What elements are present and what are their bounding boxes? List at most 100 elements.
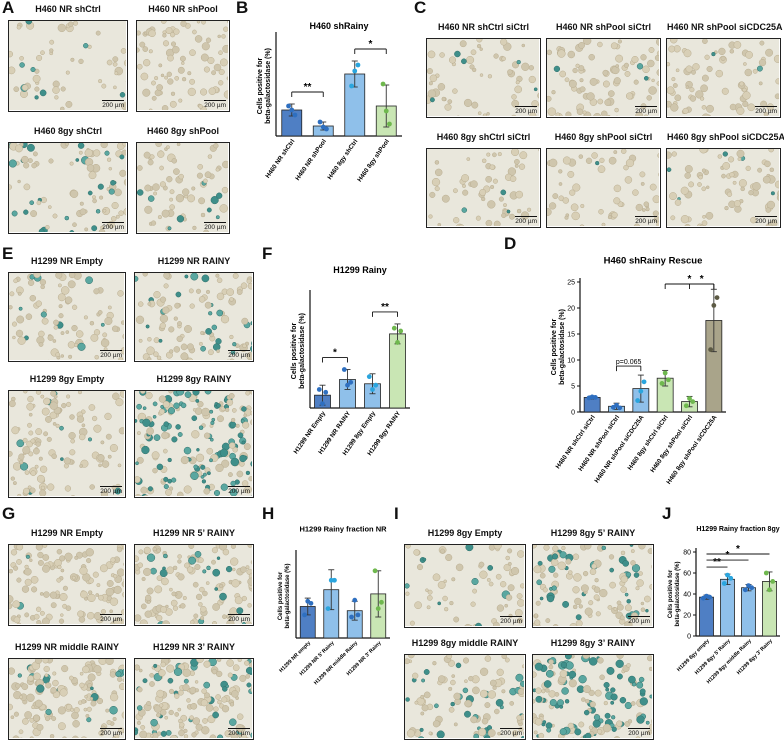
cell [140, 603, 147, 610]
cell [161, 620, 171, 624]
cell [453, 616, 460, 623]
cell [158, 669, 166, 677]
data-point [355, 62, 361, 68]
cell [167, 457, 172, 463]
cell [30, 210, 38, 218]
cell [148, 108, 153, 110]
cell [750, 216, 757, 224]
cell [594, 689, 602, 697]
cell [109, 671, 117, 678]
bar [583, 397, 601, 413]
cell [454, 50, 461, 58]
cell [748, 190, 754, 196]
cell [86, 706, 92, 712]
scale-bar-line [635, 215, 657, 217]
cell [229, 297, 234, 302]
cell [609, 581, 616, 589]
cell [538, 732, 545, 738]
cell [96, 583, 101, 588]
cell [642, 65, 650, 74]
cell [69, 230, 75, 232]
cell [186, 343, 194, 351]
cell [533, 87, 538, 92]
cell [232, 664, 240, 672]
cell [423, 691, 431, 699]
cell [685, 65, 693, 73]
cell [742, 91, 751, 100]
cell [112, 716, 117, 722]
scale-bar-line [100, 613, 122, 615]
cell [477, 727, 487, 737]
cell [64, 552, 73, 561]
cell [153, 291, 161, 299]
cell [562, 600, 570, 608]
cell [16, 315, 25, 324]
cell [589, 701, 596, 708]
cell [47, 205, 52, 209]
cell [722, 162, 731, 170]
cell [638, 545, 646, 550]
scale-bar-line [228, 727, 250, 729]
cell [169, 100, 177, 108]
cell [450, 701, 455, 707]
cell [485, 219, 493, 226]
cell [136, 720, 141, 725]
data-point [352, 597, 358, 603]
cell [186, 566, 194, 573]
cell [701, 186, 707, 192]
cell [509, 701, 515, 706]
cell [16, 545, 24, 551]
cell [172, 45, 180, 54]
cell [42, 545, 48, 548]
cell [154, 76, 159, 81]
cell [736, 149, 745, 158]
cell [685, 85, 690, 90]
cell [180, 343, 188, 351]
cell [106, 580, 114, 587]
scale-bar: 200 µm [228, 485, 250, 495]
cell [180, 402, 187, 409]
cell [216, 670, 223, 678]
cell [86, 611, 95, 620]
scale-bar-line [628, 727, 650, 729]
cell [153, 663, 158, 668]
panel-letter-g: G [2, 504, 16, 523]
cell [93, 665, 102, 674]
cell [104, 412, 112, 421]
cell [162, 40, 170, 47]
cell [420, 694, 425, 699]
cell [111, 201, 119, 210]
cell [122, 333, 124, 340]
cell [209, 409, 214, 414]
cell [101, 460, 110, 468]
cell [19, 55, 24, 61]
cell [487, 729, 496, 737]
cell [636, 715, 645, 724]
cell [10, 549, 18, 556]
cell [624, 604, 632, 612]
cell [203, 681, 211, 689]
cell [39, 592, 44, 596]
cell [108, 166, 113, 171]
cell [230, 457, 240, 467]
cell [221, 186, 228, 194]
cell [588, 53, 595, 61]
cell [40, 50, 45, 56]
cell [100, 440, 105, 445]
cell [135, 614, 142, 622]
cell [71, 711, 79, 720]
cell [160, 296, 167, 303]
cell [159, 569, 168, 578]
cell [651, 719, 652, 724]
cell [204, 171, 212, 179]
data-point [348, 379, 354, 385]
cell [599, 674, 605, 681]
cell [42, 659, 49, 664]
cell [200, 699, 208, 707]
cell [473, 733, 480, 738]
cell [163, 273, 170, 279]
cell [537, 560, 543, 566]
cell [217, 699, 222, 705]
cell [575, 63, 580, 68]
cell [123, 207, 126, 216]
